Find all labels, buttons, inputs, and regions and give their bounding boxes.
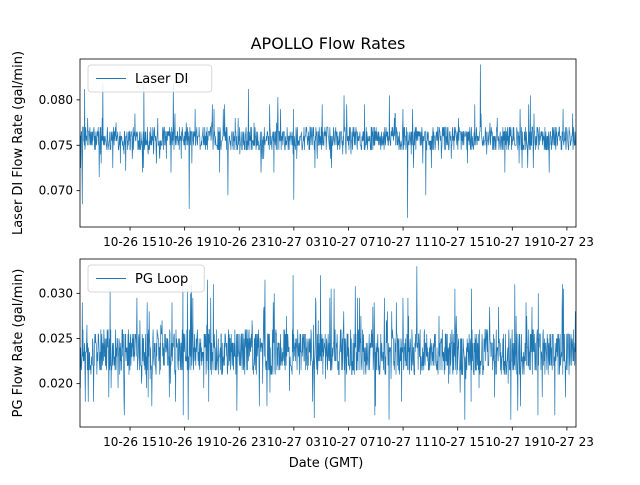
legend-box (87, 64, 213, 93)
series-line-laser-di (80, 64, 576, 218)
x-tick-label: 10-26 15 (103, 435, 157, 449)
x-tick-label: 10-27 15 (431, 235, 485, 249)
x-tick-label: 10-27 03 (267, 435, 321, 449)
legend-label: PG Loop (135, 272, 188, 287)
y-tick-label: 0.025 (39, 331, 73, 345)
y-axis-label: Laser DI Flow Rate (gal/min) (11, 51, 26, 235)
x-tick-label: 10-27 07 (322, 235, 376, 249)
x-tick-label: 10-27 03 (267, 235, 321, 249)
x-axis-label: Date (GMT) (289, 456, 364, 471)
x-tick-label: 10-27 23 (540, 435, 594, 449)
x-tick-label: 10-27 15 (431, 435, 485, 449)
y-tick-label: 0.030 (39, 286, 73, 300)
chart-panel-laser-di: 0.070 0.075 0.080 Laser DI Flow Rate (gal/m… (11, 51, 594, 249)
y-tick-label: 0.080 (39, 93, 73, 107)
x-tick-label: 10-26 15 (103, 235, 157, 249)
x-tick-label: 10-27 07 (322, 435, 376, 449)
y-tick-label: 0.070 (39, 184, 73, 198)
axes-frame (79, 58, 577, 228)
figure-title: APOLLO Flow Rates (251, 34, 406, 53)
series-line-pg-loop (80, 266, 576, 420)
x-tick-label: 10-26 23 (212, 235, 266, 249)
chart-panel-pg-loop: 0.020 0.025 0.030 PG Flow Rate (gal/min) 10-… (11, 258, 594, 449)
x-tick-label: 10-27 11 (376, 235, 430, 249)
y-tick-label: 0.075 (39, 138, 73, 152)
legend-box (87, 264, 205, 293)
x-tick-label: 10-27 23 (540, 235, 594, 249)
legend-label: Laser DI (135, 72, 188, 87)
y-tick-label: 0.020 (39, 377, 73, 391)
x-tick-label: 10-27 11 (376, 435, 430, 449)
x-tick-label: 10-26 19 (158, 235, 212, 249)
x-tick-label: 10-27 19 (485, 435, 539, 449)
x-tick-label: 10-26 23 (212, 435, 266, 449)
x-tick-label: 10-27 19 (485, 235, 539, 249)
axes-frame (79, 258, 577, 428)
x-tick-label: 10-26 19 (158, 435, 212, 449)
y-axis-label: PG Flow Rate (gal/min) (11, 269, 26, 418)
